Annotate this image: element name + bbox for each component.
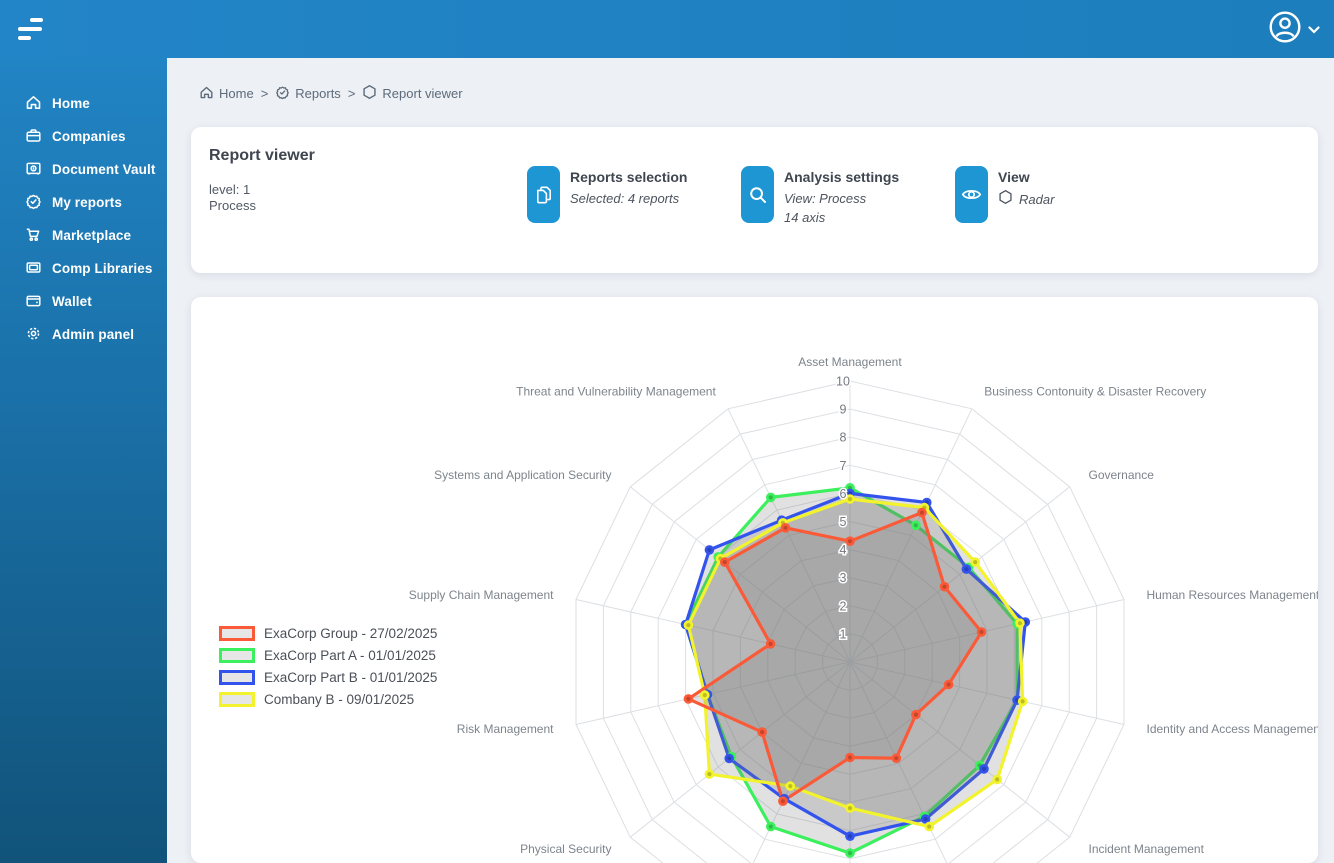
block-title: View — [998, 169, 1054, 185]
breadcrumb-separator: > — [261, 86, 269, 101]
sidebar-item-label: My reports — [52, 195, 122, 210]
level-line: level: 1 — [209, 182, 256, 198]
sidebar-item-comp-libraries[interactable]: Comp Libraries — [0, 252, 167, 285]
block-subtitle: Selected: 4 reports — [570, 189, 687, 208]
sidebar-item-label: Document Vault — [52, 162, 155, 177]
sidebar-item-wallet[interactable]: Wallet — [0, 285, 167, 318]
svg-text:Governance: Governance — [1089, 468, 1155, 482]
gear-icon — [25, 325, 42, 345]
sidebar-item-admin-panel[interactable]: Admin panel — [0, 318, 167, 351]
eye-icon — [955, 166, 988, 223]
chevron-down-icon[interactable] — [1308, 21, 1320, 39]
top-bar — [0, 0, 1334, 58]
hexagon-icon — [362, 84, 377, 103]
svg-text:6: 6 — [840, 487, 847, 501]
svg-text:8: 8 — [840, 431, 847, 445]
breadcrumb-label: Reports — [295, 86, 341, 101]
sidebar-item-companies[interactable]: Companies — [0, 120, 167, 153]
pages-icon — [527, 166, 560, 223]
legend-swatch — [219, 626, 255, 641]
legend-item[interactable]: Combany B - 09/01/2025 — [219, 688, 437, 710]
svg-text:Risk Management: Risk Management — [457, 722, 554, 736]
reports-selection-block[interactable]: Reports selection Selected: 4 reports — [527, 166, 687, 223]
svg-text:2: 2 — [840, 599, 847, 613]
legend-swatch — [219, 670, 255, 685]
legend-label: ExaCorp Part B - 01/01/2025 — [264, 670, 437, 685]
svg-text:1: 1 — [840, 627, 847, 641]
user-avatar-icon[interactable] — [1268, 10, 1302, 49]
svg-text:Asset Management: Asset Management — [798, 355, 902, 369]
home-icon — [25, 94, 42, 114]
radar-chart-card: 1 2 3 4 5 6 7 8 9 10 Asset Management Business Cont… — [191, 297, 1318, 863]
svg-text:9: 9 — [840, 403, 847, 417]
legend-item[interactable]: ExaCorp Part A - 01/01/2025 — [219, 644, 437, 666]
svg-text:4: 4 — [840, 543, 847, 557]
sidebar-item-label: Home — [52, 96, 90, 111]
page-title: Report viewer — [209, 147, 315, 165]
user-menu[interactable] — [1268, 10, 1320, 49]
process-line: Process — [209, 198, 256, 214]
level-info: level: 1 Process — [209, 182, 256, 214]
view-block[interactable]: View Radar — [955, 166, 1054, 223]
view-type-label: Radar — [1019, 190, 1054, 209]
library-card-icon — [25, 259, 42, 279]
breadcrumb-separator: > — [348, 86, 356, 101]
legend-swatch — [219, 648, 255, 663]
breadcrumb-label: Report viewer — [382, 86, 462, 101]
breadcrumb-reports[interactable]: Reports — [275, 85, 341, 103]
svg-text:Systems and Application Securi: Systems and Application Security — [434, 468, 611, 482]
radar-chart: 1 2 3 4 5 6 7 8 9 10 Asset Management Business Cont… — [191, 297, 1318, 863]
svg-text:Supply Chain Management: Supply Chain Management — [409, 588, 554, 602]
sidebar-item-my-reports[interactable]: My reports — [0, 186, 167, 219]
sidebar-item-label: Companies — [52, 129, 126, 144]
vault-icon — [25, 160, 42, 180]
main-content: Home > Reports > Report viewer Report vi… — [167, 58, 1334, 863]
sidebar-item-label: Wallet — [52, 294, 92, 309]
svg-text:7: 7 — [840, 459, 847, 473]
breadcrumb-label: Home — [219, 86, 254, 101]
badge-check-icon — [25, 193, 42, 213]
block-subtitle-2: 14 axis — [784, 208, 899, 227]
legend-label: Combany B - 09/01/2025 — [264, 692, 414, 707]
sidebar-item-marketplace[interactable]: Marketplace — [0, 219, 167, 252]
badge-check-icon — [275, 85, 290, 103]
svg-text:10: 10 — [836, 375, 850, 389]
block-subtitle: View: Process — [784, 189, 899, 208]
sidebar-item-label: Comp Libraries — [52, 261, 152, 276]
breadcrumb-home[interactable]: Home — [199, 85, 254, 103]
legend-swatch — [219, 692, 255, 707]
analysis-settings-block[interactable]: Analysis settings View: Process 14 axis — [741, 166, 899, 227]
report-viewer-header-card: Report viewer level: 1 Process Reports s… — [191, 127, 1318, 273]
legend-item[interactable]: ExaCorp Part B - 01/01/2025 — [219, 666, 437, 688]
block-title: Analysis settings — [784, 169, 899, 185]
legend-label: ExaCorp Part A - 01/01/2025 — [264, 648, 436, 663]
svg-text:Human Resources Management: Human Resources Management — [1147, 588, 1319, 602]
block-title: Reports selection — [570, 169, 687, 185]
hamburger-menu-icon[interactable] — [18, 17, 42, 41]
cart-icon — [25, 226, 42, 246]
svg-text:Threat and Vulnerability Manag: Threat and Vulnerability Management — [516, 385, 716, 399]
breadcrumb-report-viewer[interactable]: Report viewer — [362, 84, 462, 103]
breadcrumb: Home > Reports > Report viewer — [199, 84, 463, 103]
svg-text:Incident Management: Incident Management — [1089, 842, 1205, 856]
sidebar: Home Companies Document Vault My reports… — [0, 58, 167, 863]
sidebar-item-document-vault[interactable]: Document Vault — [0, 153, 167, 186]
svg-text:5: 5 — [840, 515, 847, 529]
legend-item[interactable]: ExaCorp Group - 27/02/2025 — [219, 622, 437, 644]
svg-text:Physical Security: Physical Security — [520, 842, 611, 856]
briefcase-icon — [25, 127, 42, 147]
legend-label: ExaCorp Group - 27/02/2025 — [264, 626, 437, 641]
search-icon — [741, 166, 774, 223]
svg-text:Identity and Access Management: Identity and Access Management — [1147, 722, 1319, 736]
sidebar-item-label: Marketplace — [52, 228, 131, 243]
hexagon-icon — [998, 189, 1013, 210]
home-icon — [199, 85, 214, 103]
wallet-icon — [25, 292, 42, 312]
sidebar-item-home[interactable]: Home — [0, 87, 167, 120]
sidebar-item-label: Admin panel — [52, 327, 134, 342]
svg-text:Business Contonuity & Disaster: Business Contonuity & Disaster Recovery — [984, 385, 1206, 399]
chart-legend: ExaCorp Group - 27/02/2025 ExaCorp Part … — [219, 622, 437, 710]
svg-text:3: 3 — [840, 571, 847, 585]
